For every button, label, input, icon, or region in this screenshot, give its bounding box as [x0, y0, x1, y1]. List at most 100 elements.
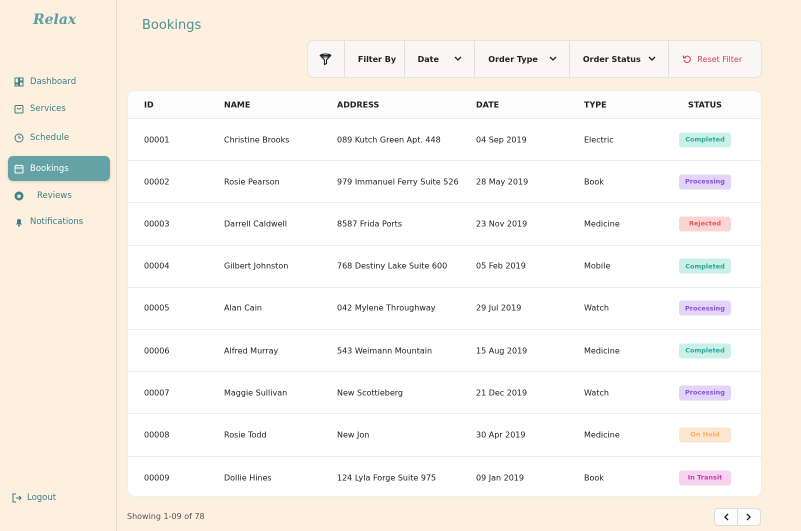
table-row: 00005 Alan Cain 042 Mylene Throughway 29 Ju…	[128, 288, 761, 330]
next-page[interactable]	[737, 508, 761, 526]
cell-id: 00005	[144, 303, 170, 313]
table-body: 00001 Christine Brooks 089 Kutch Green Apt…	[128, 119, 761, 497]
table-row: 00003 Darrell Caldwell 8587 Frida Ports 23 …	[128, 203, 761, 246]
cell-name: Alan Cain	[224, 303, 262, 313]
status-badge: Rejected	[679, 216, 731, 232]
chevron-right	[746, 513, 751, 521]
filter-order-status[interactable]: Order Status	[570, 41, 670, 77]
status-badge: Completed	[679, 343, 731, 359]
table-row: 00002 Rosie Pearson 979 Immanuel Ferry Sui…	[128, 161, 761, 204]
column-header: STATUS	[688, 100, 722, 109]
status-badge: Processing	[679, 300, 731, 316]
nav-icon	[14, 133, 24, 142]
status-badge: In Transit	[679, 470, 731, 486]
cell-id: 00007	[144, 388, 170, 398]
cell-date: 28 May 2019	[476, 177, 529, 187]
table-row: 00009 Dollie Hines 124 Lyla Forge Suite 97…	[128, 457, 761, 497]
cell-date: 09 Jan 2019	[476, 473, 524, 483]
cell-type: Book	[584, 473, 604, 483]
reset-filter[interactable]: Reset Filter	[669, 41, 761, 77]
chevron-left	[724, 513, 729, 521]
filter-order-type[interactable]: Order Type	[475, 41, 570, 77]
cell-type: Mobile	[584, 261, 611, 271]
column-header: NAME	[224, 100, 251, 109]
cell-date: 23 Nov 2019	[476, 219, 528, 229]
cell-id: 00008	[144, 430, 170, 440]
sidebar: Relax Dashboard Services Schedule Bookings R…	[0, 0, 117, 531]
chevron	[648, 56, 656, 61]
cell-date: 29 Jul 2019	[476, 303, 522, 313]
table-row: 00006 Alfred Murray 543 Weimann Mountain 15…	[128, 330, 761, 373]
cell-id: 00003	[144, 219, 170, 229]
nav-item[interactable]: Services	[8, 96, 110, 121]
reset-label: Reset Filter	[697, 54, 743, 64]
status-badge: On Hold	[679, 427, 731, 443]
cell-date: 15 Aug 2019	[476, 346, 528, 356]
column-header: DATE	[476, 100, 500, 109]
table-row: 00001 Christine Brooks 089 Kutch Green Apt…	[128, 119, 761, 162]
nav-item[interactable]: Schedule	[8, 125, 110, 150]
cell-id: 00004	[144, 261, 170, 271]
bookings-table: ID NAME ADDRESS DATE TYPE STATUS 00001 Christi…	[127, 90, 762, 497]
table-row: 00008 Rosie Todd New Jon 30 Apr 2019 Medicin…	[128, 414, 761, 457]
cell-name: Alfred Murray	[224, 346, 279, 356]
cell-name: Rosie Pearson	[224, 177, 280, 187]
cell-name: Maggie Sullivan	[224, 388, 288, 398]
status-badge: Completed	[679, 258, 731, 274]
chevron	[454, 56, 462, 61]
column-header: TYPE	[584, 100, 607, 109]
nav-icon	[14, 164, 24, 173]
cell-id: 00009	[144, 473, 170, 483]
cell-address: New Jon	[337, 430, 370, 440]
nav-label: Reviews	[37, 190, 72, 201]
logout-icon	[12, 493, 22, 503]
filter-text: Order Status	[582, 54, 641, 64]
cell-date: 30 Apr 2019	[476, 430, 526, 440]
nav-icon	[14, 191, 24, 200]
cell-id: 00006	[144, 346, 170, 356]
cell-address: 543 Weimann Mountain	[337, 346, 433, 356]
cell-name: Dollie Hines	[224, 473, 272, 483]
filter-text: Order Type	[488, 54, 538, 64]
cell-type: Electric	[584, 135, 614, 145]
nav-icon	[14, 104, 24, 113]
cell-address: New Scottieberg	[337, 388, 404, 398]
cell-address: 124 Lyla Forge Suite 975	[337, 473, 437, 483]
cell-name: Rosie Todd	[224, 430, 267, 440]
table-row: 00004 Gilbert Johnston 768 Destiny Lake Su…	[128, 246, 761, 288]
cell-type: Watch	[584, 303, 609, 313]
nav-item[interactable]: Reviews	[8, 183, 110, 208]
status-badge: Completed	[679, 132, 731, 148]
nav-label: Dashboard	[30, 76, 77, 87]
nav-label: Schedule	[30, 132, 70, 143]
nav-item[interactable]: Dashboard	[8, 69, 110, 94]
filter-text: Date	[417, 54, 439, 64]
column-header: ADDRESS	[337, 100, 380, 109]
page-title: Bookings	[142, 18, 202, 33]
filter-date[interactable]: Date	[405, 41, 476, 77]
chevron	[549, 56, 557, 61]
filter-bar: Filter By Date Order Type Order Status R…	[307, 40, 762, 78]
cell-type: Book	[584, 177, 604, 187]
cell-address: 979 Immanuel Ferry Suite 526	[337, 177, 459, 187]
nav-item[interactable]: Bookings	[8, 156, 110, 181]
cell-name: Christine Brooks	[224, 135, 290, 145]
table-row: 00007 Maggie Sullivan New Scottieberg 21 De…	[128, 372, 761, 415]
nav-item[interactable]: Notifications	[8, 209, 110, 234]
cell-address: 8587 Frida Ports	[337, 219, 402, 229]
cell-date: 05 Feb 2019	[476, 261, 526, 271]
filter-label: Filter By	[345, 41, 405, 77]
table-header: ID NAME ADDRESS DATE TYPE STATUS	[128, 91, 761, 119]
cell-date: 04 Sep 2019	[476, 135, 527, 145]
cell-type: Watch	[584, 388, 609, 398]
prev-page[interactable]	[714, 508, 738, 526]
cell-address: 042 Mylene Throughway	[337, 303, 436, 313]
logout-label: Logout	[27, 493, 57, 503]
nav-icon	[16, 218, 22, 227]
logout[interactable]: Logout	[12, 493, 56, 503]
cell-type: Medicine	[584, 219, 620, 229]
cell-type: Medicine	[584, 430, 620, 440]
nav-label: Notifications	[30, 216, 84, 227]
nav-icon	[14, 77, 24, 86]
